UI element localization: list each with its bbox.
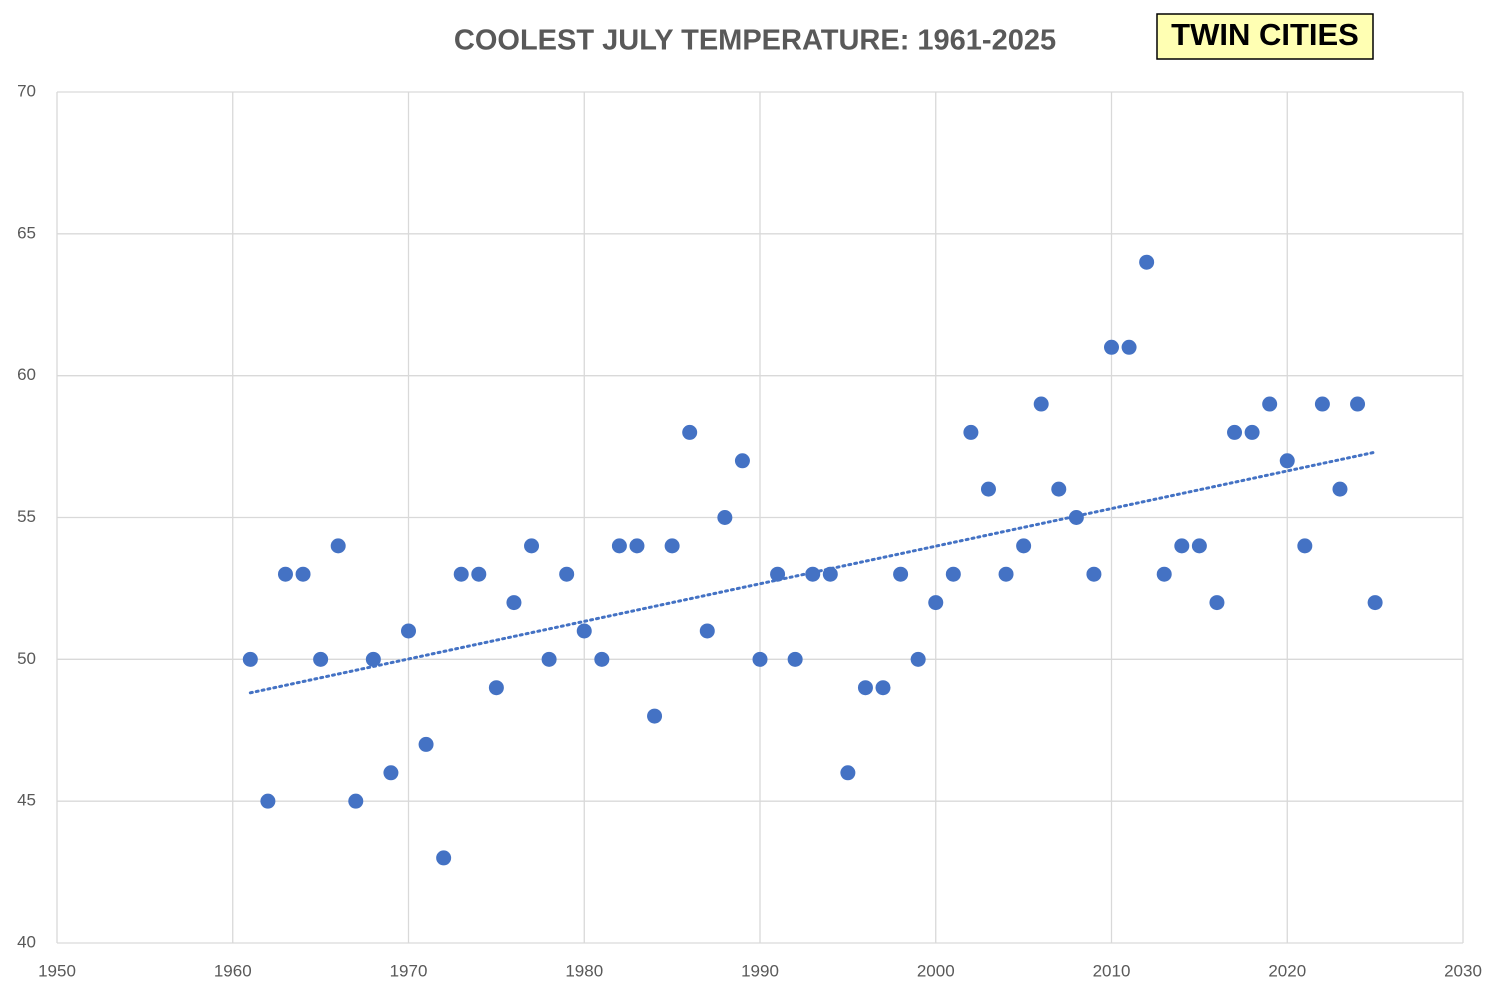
point [348, 793, 364, 809]
point [1121, 339, 1137, 355]
y-tick-label: 65 [17, 223, 36, 242]
point [945, 566, 961, 582]
x-tick-label: 1970 [390, 961, 428, 980]
point [980, 481, 996, 497]
point [295, 566, 311, 582]
point [1086, 566, 1102, 582]
y-tick-label: 40 [17, 932, 36, 951]
point [1174, 538, 1190, 554]
point [559, 566, 575, 582]
x-tick-label: 1980 [565, 961, 603, 980]
point [418, 736, 434, 752]
point [1367, 595, 1383, 611]
point [576, 623, 592, 639]
x-tick-label: 2030 [1444, 961, 1482, 980]
point [822, 566, 838, 582]
point [383, 765, 399, 781]
point [1016, 538, 1032, 554]
point [594, 651, 610, 667]
chart-title: COOLEST JULY TEMPERATURE: 1961-2025 [454, 25, 1056, 57]
point [928, 595, 944, 611]
x-tick-label: 2020 [1268, 961, 1306, 980]
point [787, 651, 803, 667]
x-tick-label: 2010 [1093, 961, 1131, 980]
point [805, 566, 821, 582]
point [611, 538, 627, 554]
y-tick-label: 70 [17, 81, 36, 100]
point [734, 453, 750, 469]
point [401, 623, 416, 639]
point [1314, 396, 1330, 412]
point [277, 566, 293, 582]
point [1033, 396, 1049, 412]
annotation: TWIN CITIES [1171, 17, 1359, 52]
point [453, 566, 469, 582]
point [1279, 453, 1295, 469]
point [664, 538, 680, 554]
point [910, 651, 926, 667]
point [1244, 424, 1260, 440]
point [242, 651, 258, 667]
point [629, 538, 645, 554]
y-tick-label: 60 [17, 365, 36, 384]
point [699, 623, 715, 639]
point [1297, 538, 1313, 554]
point [998, 566, 1014, 582]
point [1139, 254, 1155, 270]
point [541, 651, 557, 667]
point [313, 651, 329, 667]
point [717, 510, 733, 525]
point [1209, 595, 1225, 611]
point [875, 680, 891, 696]
point [260, 793, 276, 809]
point [1104, 339, 1119, 355]
point [893, 566, 909, 582]
point [471, 566, 487, 582]
point [330, 538, 346, 554]
point [1051, 481, 1067, 497]
point [365, 651, 381, 667]
x-tick-label: 1960 [214, 961, 252, 980]
point [1191, 538, 1207, 554]
y-tick-label: 50 [17, 649, 36, 668]
point [524, 538, 540, 554]
point [488, 680, 504, 696]
x-tick-label: 1950 [38, 961, 76, 980]
x-tick-label: 2000 [917, 961, 955, 980]
point [682, 424, 698, 440]
point [857, 680, 873, 696]
point [963, 424, 979, 440]
point [1156, 566, 1172, 582]
point [506, 595, 522, 611]
y-tick-label: 55 [17, 507, 36, 526]
x-tick-label: 1990 [741, 961, 779, 980]
point [1350, 396, 1366, 412]
point [1068, 510, 1084, 525]
point [1227, 424, 1243, 440]
point [770, 566, 786, 582]
point [840, 765, 856, 781]
point [436, 850, 452, 866]
point [1332, 481, 1348, 497]
point [1262, 396, 1278, 412]
point [752, 651, 768, 667]
annotation-box [1156, 13, 1374, 60]
point [647, 708, 663, 724]
y-tick-label: 45 [17, 791, 36, 810]
